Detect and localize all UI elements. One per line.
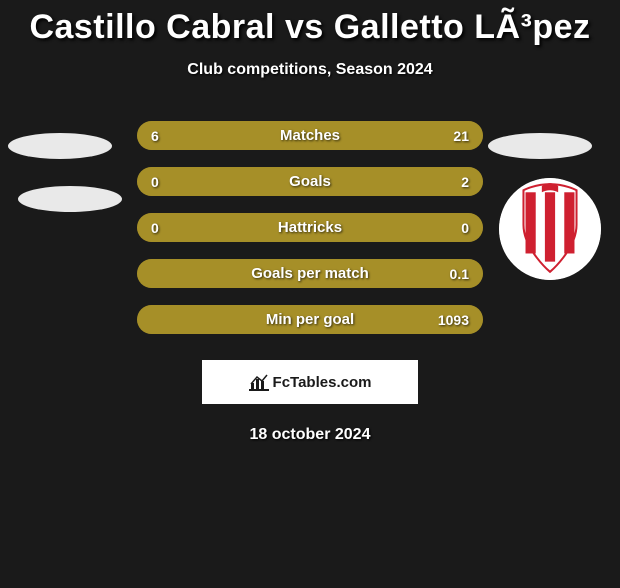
- stat-fill-left: [137, 259, 179, 288]
- date-label: 18 october 2024: [0, 426, 620, 444]
- stat-value-left: 6: [151, 128, 159, 144]
- stat-value-left: 0: [151, 174, 159, 190]
- stat-rows: 6 21 Matches 0 2 Goals 0 0 Hattricks 0.1 Goals per…: [0, 121, 620, 334]
- stat-row: 0.1 Goals per match: [137, 259, 483, 288]
- stat-row: 6 21 Matches: [137, 121, 483, 150]
- stat-value-right: 2: [461, 174, 469, 190]
- stat-value-left: 0: [151, 220, 159, 236]
- stat-value-right: 21: [453, 128, 469, 144]
- stat-row: 1093 Min per goal: [137, 305, 483, 334]
- brand-box[interactable]: FcTables.com: [202, 360, 418, 404]
- stat-label: Matches: [280, 127, 340, 144]
- chart-icon: [249, 373, 269, 391]
- page-title: Castillo Cabral vs Galletto LÃ³pez: [0, 8, 620, 47]
- stat-value-right: 0.1: [450, 266, 469, 282]
- stat-label: Goals: [289, 173, 331, 190]
- stat-value-right: 1093: [438, 312, 469, 328]
- stat-label: Goals per match: [251, 265, 369, 282]
- brand-label: FcTables.com: [273, 374, 372, 391]
- stat-row: 0 0 Hattricks: [137, 213, 483, 242]
- stat-value-right: 0: [461, 220, 469, 236]
- stat-fill-right: [220, 121, 483, 150]
- stat-fill-left: [137, 305, 179, 334]
- stat-label: Hattricks: [278, 219, 342, 236]
- page-subtitle: Club competitions, Season 2024: [0, 61, 620, 79]
- stat-row: 0 2 Goals: [137, 167, 483, 196]
- stat-fill-left: [137, 121, 220, 150]
- stat-label: Min per goal: [266, 311, 354, 328]
